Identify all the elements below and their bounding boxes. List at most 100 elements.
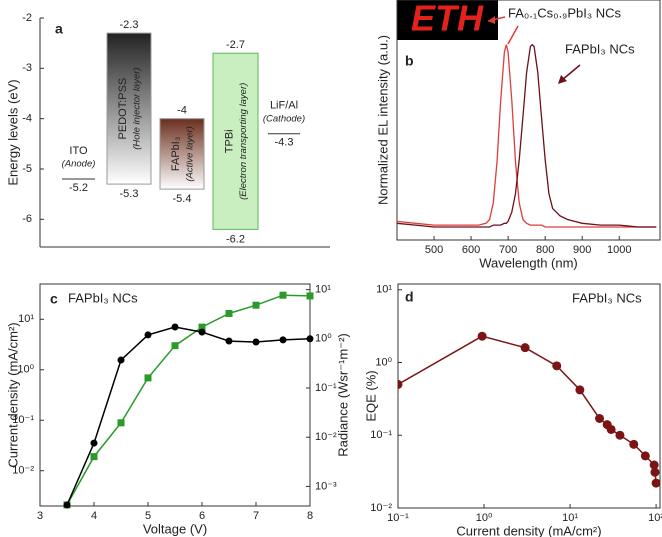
chart-title: FAPbI₃ NCs bbox=[572, 290, 642, 305]
series-line bbox=[396, 43, 657, 228]
x-axis-label: Voltage (V) bbox=[143, 521, 207, 536]
layer-role: (Active layer) bbox=[185, 126, 196, 181]
y2-tick-label: 10⁻³ bbox=[315, 480, 337, 492]
data-point bbox=[306, 335, 314, 343]
y-tick-label: 10¹ bbox=[18, 313, 34, 325]
series-label: FA₀.₁Cs₀.₉PbI₃ NCs bbox=[508, 5, 622, 20]
plot-frame bbox=[397, 283, 661, 509]
data-point bbox=[198, 328, 206, 336]
data-point bbox=[144, 331, 152, 339]
y-tick-label: 10⁰ bbox=[17, 364, 34, 376]
y2-tick-label: 10⁻¹ bbox=[315, 382, 337, 394]
data-point bbox=[595, 413, 605, 423]
x-tick-label: 3 bbox=[37, 510, 43, 522]
data-point bbox=[117, 419, 125, 427]
plot-frame bbox=[396, 0, 661, 241]
x-tick-label: 700 bbox=[499, 244, 517, 256]
logo-text: ETH bbox=[411, 0, 484, 39]
data-point bbox=[650, 467, 660, 477]
y-axis-label: Current density (mA/cm²) bbox=[5, 322, 20, 467]
series-line bbox=[398, 335, 657, 484]
data-point bbox=[171, 323, 179, 331]
annotation-arrows bbox=[487, 16, 581, 84]
y2-tick-label: 10⁰ bbox=[315, 333, 332, 345]
panel-label: d bbox=[405, 289, 414, 305]
series-line bbox=[396, 44, 657, 228]
series-line bbox=[66, 294, 311, 506]
y-tick-label: 10⁰ bbox=[375, 356, 392, 368]
y-axis-label: Energy levels (eV) bbox=[5, 79, 20, 185]
layer-name: ITO bbox=[69, 145, 88, 157]
y-tick-label: 10⁻² bbox=[370, 502, 392, 514]
level-value: -5.3 bbox=[120, 188, 139, 200]
y-tick-label: 10⁻¹ bbox=[12, 414, 34, 426]
x-tick-label: 10⁻¹ bbox=[387, 512, 409, 524]
y-tick-label: 10⁻² bbox=[12, 465, 34, 477]
y2-tick-label: 10⁻² bbox=[315, 431, 337, 443]
data-point bbox=[90, 453, 98, 461]
energy-bar bbox=[106, 32, 152, 185]
data-point bbox=[252, 301, 260, 309]
x-tick-label: 1000 bbox=[607, 244, 631, 256]
layer-name: LiF/Al bbox=[270, 100, 298, 112]
y-axis-label: EQE (%) bbox=[363, 370, 378, 421]
data-point bbox=[171, 342, 179, 350]
arrow-head bbox=[558, 75, 567, 84]
data-point bbox=[649, 460, 659, 470]
data-point bbox=[144, 374, 152, 382]
y-tick-label: -5 bbox=[22, 163, 32, 175]
data-point bbox=[117, 356, 125, 364]
data-point bbox=[606, 424, 616, 434]
layer-role: (Anode) bbox=[62, 159, 96, 170]
panel-label: b bbox=[405, 53, 414, 69]
chart-title: FAPbI₃ NCs bbox=[68, 290, 138, 305]
arrow bbox=[507, 25, 519, 45]
x-tick-label: 800 bbox=[536, 244, 554, 256]
data-point bbox=[615, 430, 625, 440]
data-point bbox=[198, 323, 206, 331]
plot-frame bbox=[39, 283, 311, 507]
data-point bbox=[279, 291, 287, 299]
data-point bbox=[477, 331, 487, 341]
layer-role: (Hole injector layer) bbox=[132, 67, 143, 149]
layer-name: PEDOT:PSS bbox=[117, 78, 129, 140]
data-point bbox=[575, 385, 585, 395]
logo-box bbox=[397, 0, 498, 40]
data-point bbox=[640, 451, 650, 461]
level-value: -2.7 bbox=[226, 39, 245, 51]
y-tick-label: -4 bbox=[22, 113, 32, 125]
y-axis-label: Normalized EL intensity (a.u.) bbox=[375, 35, 390, 205]
data-point bbox=[225, 310, 233, 318]
x-tick-label: 10² bbox=[648, 512, 662, 524]
level-value: -5.2 bbox=[69, 182, 88, 194]
layer-role: (Electron transporting layer) bbox=[238, 83, 249, 200]
data-point bbox=[520, 343, 530, 353]
y2-tick-label: 10¹ bbox=[315, 284, 331, 296]
data-point bbox=[306, 292, 314, 300]
level-value: -4.3 bbox=[275, 137, 294, 149]
x-axis-label: Current density (mA/cm²) bbox=[456, 523, 601, 537]
x-tick-label: 600 bbox=[462, 244, 480, 256]
series-line bbox=[66, 326, 311, 506]
x-axis-label: Wavelength (nm) bbox=[479, 255, 578, 270]
level-value: -5.4 bbox=[173, 193, 192, 205]
panel-label: c bbox=[50, 291, 58, 307]
layer-name: FAPbI₃ bbox=[170, 137, 182, 171]
data-point bbox=[651, 478, 660, 488]
data-point bbox=[629, 439, 639, 449]
panel-label: a bbox=[55, 21, 63, 37]
level-value: -4 bbox=[177, 105, 187, 117]
x-tick-label: 10⁰ bbox=[476, 512, 493, 524]
y-tick-label: 10⁻¹ bbox=[370, 429, 392, 441]
x-tick-label: 500 bbox=[425, 244, 443, 256]
y-tick-label: -6 bbox=[22, 213, 32, 225]
data-point bbox=[90, 439, 98, 447]
y-tick-label: -3 bbox=[22, 62, 32, 74]
level-value: -2.3 bbox=[120, 19, 139, 31]
data-point bbox=[279, 336, 287, 344]
data-point bbox=[552, 361, 562, 371]
x-tick-label: 10¹ bbox=[562, 512, 578, 524]
data-point bbox=[398, 379, 403, 389]
